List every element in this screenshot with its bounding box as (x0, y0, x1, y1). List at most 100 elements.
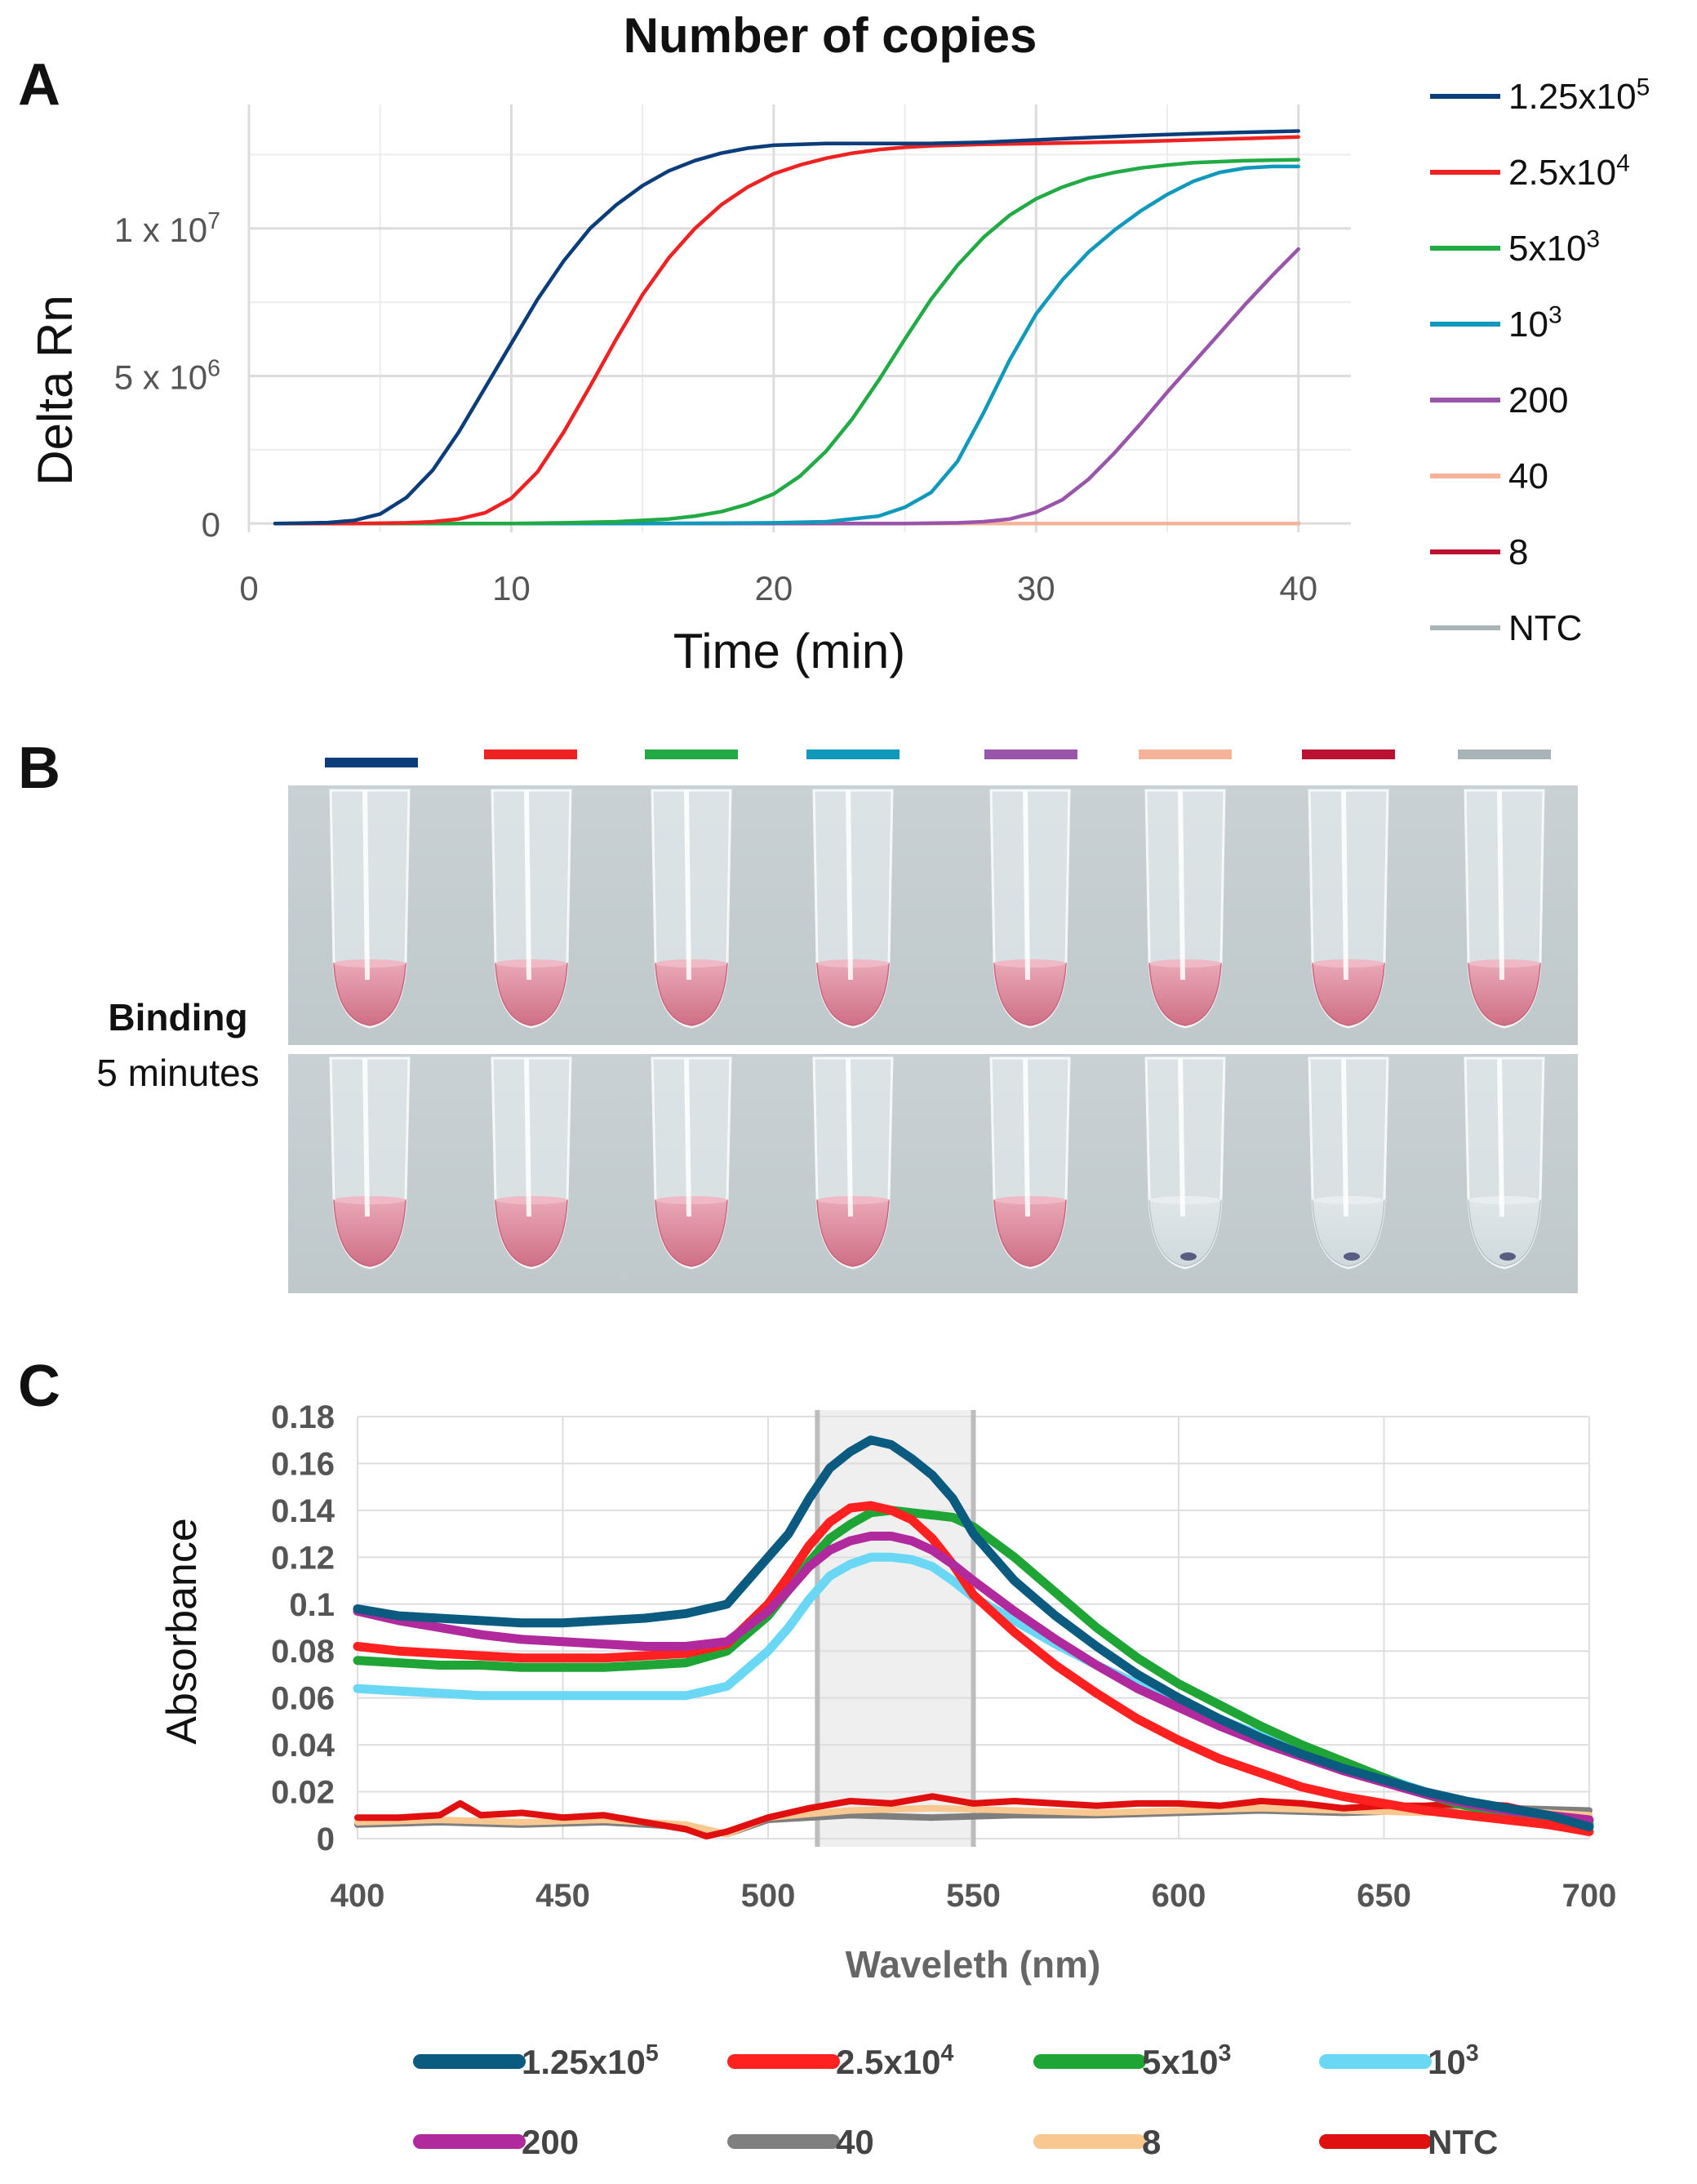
legend-c-label: NTC (1428, 2123, 1498, 2161)
tube-reflection (362, 790, 370, 981)
legend-a-label: 2.5x104 (1508, 149, 1630, 193)
tube-top-2 (491, 789, 572, 1029)
series-a-line-3 (273, 164, 1300, 526)
tube-meniscus (334, 1196, 406, 1204)
legend-a-label: 103 (1508, 301, 1562, 345)
tube-top-3 (651, 789, 732, 1029)
legend-a-label-base: 40 (1508, 456, 1548, 496)
legend-a-label-exponent: 3 (1548, 301, 1562, 328)
legend-c-label-exponent: 3 (1466, 2040, 1479, 2066)
tube-top-6 (1144, 789, 1226, 1029)
legend-a-label-exponent: 5 (1637, 73, 1650, 100)
y-tick-a-label: 1 x 107 (114, 208, 220, 249)
x-tick-a-label: 40 (1279, 569, 1317, 607)
y-tick-a-label-exponent: 6 (207, 356, 220, 382)
tube-liquid (333, 1199, 406, 1267)
tube-liquid (993, 1199, 1067, 1267)
x-tick-c-label: 450 (535, 1878, 590, 1914)
x-tick-c-label: 550 (946, 1878, 1001, 1914)
tube-reflection (524, 1057, 531, 1217)
y-tick-a-label-base: 0 (202, 505, 220, 544)
tube-top-7 (1308, 789, 1389, 1029)
x-tick-a-label: 20 (754, 569, 793, 607)
tube-reflection (1023, 1057, 1030, 1217)
series-c-line-2 (353, 1506, 1594, 1830)
legend-a-label: 1.25x105 (1508, 73, 1650, 117)
chart-a-grid (247, 105, 1351, 532)
legend-c-label-base: 8 (1142, 2123, 1161, 2161)
x-tick-c-label: 400 (331, 1878, 385, 1914)
chart-a-legend: 1.25x105 2.5x104 5x103 103 200 40 8 NTC (1430, 73, 1650, 648)
legend-a-label: NTC (1508, 608, 1582, 648)
legend-a-label: 5x103 (1508, 225, 1600, 269)
series-c-line-0 (353, 1435, 1594, 1832)
x-tick-c-label: 650 (1357, 1878, 1411, 1914)
chart-a-y-ticks: 0 5 x 106 1 x 107 (114, 208, 220, 544)
legend-c-label-exponent: 5 (646, 2040, 659, 2066)
legend-c-label: 8 (1142, 2123, 1161, 2161)
legend-c-label: 1.25x105 (522, 2040, 659, 2081)
tube-liquid (333, 963, 406, 1026)
tube-meniscus (1468, 1196, 1540, 1204)
legend-a-label: 8 (1508, 532, 1528, 572)
x-tick-a-label: 30 (1017, 569, 1055, 607)
tube-bottom-3 (651, 1056, 732, 1270)
legend-a-label: 200 (1508, 380, 1568, 420)
color-key-bar (984, 749, 1077, 759)
x-tick-a-label: 0 (239, 569, 258, 607)
tube-liquid (1468, 1199, 1541, 1267)
color-key-bar (806, 749, 900, 759)
legend-c-label-base: NTC (1428, 2123, 1498, 2161)
series-c-line-1 (353, 1501, 1594, 1836)
chart-c-series-group (353, 1435, 1594, 1840)
tube-pellet (1344, 1252, 1360, 1261)
chart-a-x-ticks: 0 10 20 30 40 (239, 569, 1317, 607)
tube-pellet (1180, 1252, 1197, 1261)
tube-meniscus (994, 1196, 1066, 1204)
legend-c-label-exponent: 3 (1218, 2040, 1231, 2066)
y-tick-c-label: 0.18 (271, 1399, 335, 1435)
tube-liquid (655, 1199, 728, 1267)
chart-a-x-axis-label: Time (min) (673, 624, 905, 678)
x-tick-c-label: 700 (1562, 1878, 1617, 1914)
legend-c-label: 103 (1428, 2040, 1479, 2081)
chart-c-x-ticks: 400 450 500 550 600 650 700 (331, 1878, 1617, 1914)
legend-c-label-base: 40 (836, 2123, 874, 2161)
tube-bottom-2 (491, 1056, 572, 1270)
tube-reflection (1497, 1057, 1504, 1217)
tube-meniscus (495, 959, 567, 967)
tube-meniscus (1313, 959, 1384, 967)
y-tick-c-label: 0.12 (271, 1540, 335, 1576)
legend-a-label-base: 200 (1508, 380, 1568, 420)
tube-bottom-1 (329, 1056, 411, 1270)
tube-meniscus (334, 959, 406, 967)
legend-c-label-base: 1.25x10 (522, 2043, 646, 2081)
y-tick-c-label: 0 (317, 1821, 335, 1857)
tube-meniscus (495, 1196, 567, 1204)
chart-c-y-ticks: 0 0.02 0.04 0.06 0.08 0.1 0.12 0.14 0.16 0.18 (271, 1399, 335, 1857)
chart-c-y-axis-label: Absorbance (158, 1518, 206, 1745)
chart-a-y-axis-label: Delta Rn (28, 295, 82, 485)
legend-a-label-base: 8 (1508, 532, 1528, 572)
y-tick-a-label-base: 5 x 10 (114, 358, 207, 396)
tube-bottom-6 (1144, 1056, 1226, 1270)
panel-label-c: C (18, 1354, 60, 1419)
tube-reflection (362, 1057, 370, 1217)
tube-pellet (1499, 1252, 1516, 1261)
tube-bottom-8 (1464, 1056, 1545, 1270)
tube-meniscus (1313, 1196, 1384, 1204)
tube-liquid (1312, 1199, 1385, 1267)
legend-c-label-base: 10 (1428, 2043, 1466, 2081)
tube-meniscus (817, 959, 889, 967)
legend-c-label: 2.5x104 (836, 2040, 953, 2081)
y-tick-c-label: 0.1 (289, 1587, 335, 1623)
tube-top-5 (989, 789, 1071, 1029)
y-tick-a-label: 5 x 106 (114, 356, 220, 397)
tube-meniscus (994, 959, 1066, 967)
series-c-line-6 (354, 1804, 1593, 1838)
binding-label: Binding (108, 996, 247, 1039)
legend-c-label-base: 200 (522, 2123, 579, 2161)
panel-c-chart: 400 450 500 550 600 650 700 00.020.040.060.080… (158, 1399, 1616, 2161)
